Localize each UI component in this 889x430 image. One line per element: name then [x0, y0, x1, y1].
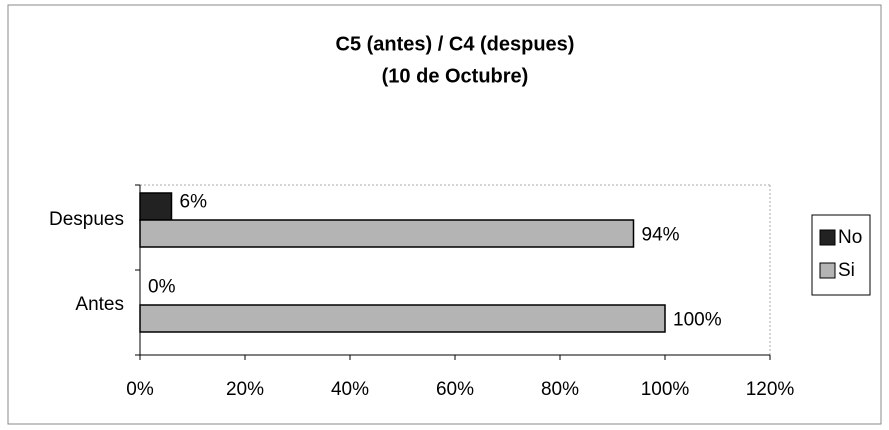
value-label: 6% [180, 192, 208, 213]
y-tick-label: Despues [49, 209, 124, 230]
x-tick-label: 40% [331, 379, 369, 400]
bar [139, 192, 173, 221]
legend-label: No [838, 227, 862, 248]
x-tick-label: 0% [126, 379, 154, 400]
legend-box [811, 214, 871, 296]
x-tick-label: 20% [226, 379, 264, 400]
bar [139, 219, 635, 248]
chart-title: C5 (antes) / C4 (despues) [336, 33, 575, 55]
x-tick-label: 60% [436, 379, 474, 400]
value-label: 0% [148, 277, 176, 298]
legend-swatch [819, 262, 836, 279]
bar [139, 304, 666, 333]
legend-label: Si [838, 260, 855, 281]
value-label: 94% [642, 225, 680, 246]
legend-swatch [819, 229, 836, 246]
chart-subtitle: (10 de Octubre) [382, 65, 529, 87]
value-label: 100% [673, 310, 722, 331]
x-tick-label: 100% [641, 379, 690, 400]
x-tick-label: 80% [541, 379, 579, 400]
y-tick-label: Antes [75, 294, 124, 315]
x-tick-label: 120% [746, 379, 795, 400]
